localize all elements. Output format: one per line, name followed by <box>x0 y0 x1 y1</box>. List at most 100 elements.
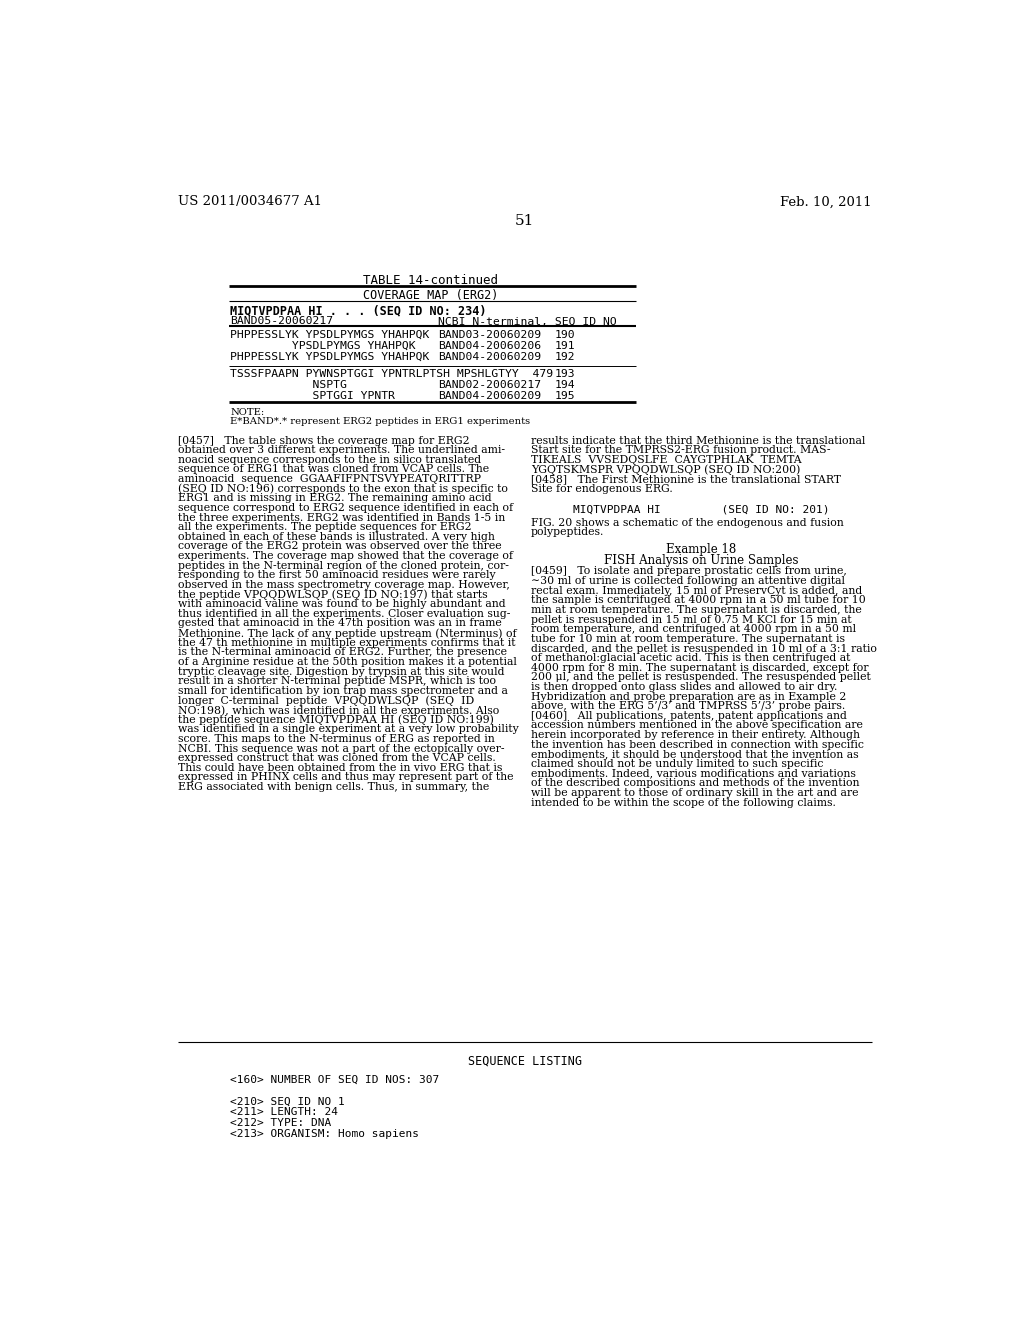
Text: the 47 th methionine in multiple experiments confirms that it: the 47 th methionine in multiple experim… <box>178 638 516 648</box>
Text: with aminoacid valine was found to be highly abundant and: with aminoacid valine was found to be hi… <box>178 599 506 610</box>
Text: This could have been obtained from the in vivo ERG that is: This could have been obtained from the i… <box>178 763 503 772</box>
Text: embodiments, it should be understood that the invention as: embodiments, it should be understood tha… <box>531 750 859 759</box>
Text: all the experiments. The peptide sequences for ERG2: all the experiments. The peptide sequenc… <box>178 523 472 532</box>
Text: FIG. 20 shows a schematic of the endogenous and fusion: FIG. 20 shows a schematic of the endogen… <box>531 517 844 528</box>
Text: discarded, and the pellet is resuspended in 10 ml of a 3:1 ratio: discarded, and the pellet is resuspended… <box>531 644 877 653</box>
Text: rectal exam. Immediately, 15 ml of PreservCyt is added, and: rectal exam. Immediately, 15 ml of Prese… <box>531 586 862 595</box>
Text: obtained in each of these bands is illustrated. A very high: obtained in each of these bands is illus… <box>178 532 496 541</box>
Text: of methanol:glacial acetic acid. This is then centrifuged at: of methanol:glacial acetic acid. This is… <box>531 653 850 663</box>
Text: 192: 192 <box>554 351 574 362</box>
Text: small for identification by ion trap mass spectrometer and a: small for identification by ion trap mas… <box>178 686 508 696</box>
Text: [0460]   All publications, patents, patent applications and: [0460] All publications, patents, patent… <box>531 711 847 721</box>
Text: <160> NUMBER OF SEQ ID NOS: 307: <160> NUMBER OF SEQ ID NOS: 307 <box>230 1074 439 1085</box>
Text: PHPPESSLYK YPSDLPYMGS YHAHPQK: PHPPESSLYK YPSDLPYMGS YHAHPQK <box>230 330 430 341</box>
Text: polypeptides.: polypeptides. <box>531 527 604 537</box>
Text: MIQTVPDPAA HI         (SEQ ID NO: 201): MIQTVPDPAA HI (SEQ ID NO: 201) <box>573 506 829 515</box>
Text: PHPPESSLYK YPSDLPYMGS YHAHPQK: PHPPESSLYK YPSDLPYMGS YHAHPQK <box>230 351 430 362</box>
Text: the invention has been described in connection with specific: the invention has been described in conn… <box>531 739 864 750</box>
Text: sequence correspond to ERG2 sequence identified in each of: sequence correspond to ERG2 sequence ide… <box>178 503 513 513</box>
Text: <211> LENGTH: 24: <211> LENGTH: 24 <box>230 1107 338 1117</box>
Text: Start site for the TMPRSS2-ERG fusion product. MAS-: Start site for the TMPRSS2-ERG fusion pr… <box>531 445 830 455</box>
Text: tryptic cleavage site. Digestion by trypsin at this site would: tryptic cleavage site. Digestion by tryp… <box>178 667 505 677</box>
Text: Site for endogenous ERG.: Site for endogenous ERG. <box>531 483 673 494</box>
Text: [0459]   To isolate and prepare prostatic cells from urine,: [0459] To isolate and prepare prostatic … <box>531 566 847 577</box>
Text: Methionine. The lack of any peptide upstream (Nterminus) of: Methionine. The lack of any peptide upst… <box>178 628 517 639</box>
Text: NCBI. This sequence was not a part of the ectopically over-: NCBI. This sequence was not a part of th… <box>178 743 505 754</box>
Text: noacid sequence corresponds to the in silico translated: noacid sequence corresponds to the in si… <box>178 455 481 465</box>
Text: 51: 51 <box>515 214 535 228</box>
Text: (SEQ ID NO:196) corresponds to the exon that is specific to: (SEQ ID NO:196) corresponds to the exon … <box>178 483 508 494</box>
Text: BAND02-20060217: BAND02-20060217 <box>438 380 541 391</box>
Text: claimed should not be unduly limited to such specific: claimed should not be unduly limited to … <box>531 759 823 770</box>
Text: MIQTVPDPAA HI . . . (SEQ ID NO: 234): MIQTVPDPAA HI . . . (SEQ ID NO: 234) <box>230 305 486 318</box>
Text: 194: 194 <box>554 380 574 391</box>
Text: E*BAND*.* represent ERG2 peptides in ERG1 experiments: E*BAND*.* represent ERG2 peptides in ERG… <box>230 417 530 426</box>
Text: NSPTG: NSPTG <box>230 380 347 391</box>
Text: obtained over 3 different experiments. The underlined ami-: obtained over 3 different experiments. T… <box>178 445 506 455</box>
Text: the sample is centrifuged at 4000 rpm in a 50 ml tube for 10: the sample is centrifuged at 4000 rpm in… <box>531 595 865 606</box>
Text: peptides in the N-terminal region of the cloned protein, cor-: peptides in the N-terminal region of the… <box>178 561 509 570</box>
Text: 191: 191 <box>554 341 574 351</box>
Text: score. This maps to the N-terminus of ERG as reported in: score. This maps to the N-terminus of ER… <box>178 734 496 744</box>
Text: 193: 193 <box>554 370 574 379</box>
Text: accession numbers mentioned in the above specification are: accession numbers mentioned in the above… <box>531 721 863 730</box>
Text: TABLE 14-continued: TABLE 14-continued <box>362 275 498 286</box>
Text: pellet is resuspended in 15 ml of 0.75 M KCl for 15 min at: pellet is resuspended in 15 ml of 0.75 M… <box>531 615 852 624</box>
Text: BAND04-20060209: BAND04-20060209 <box>438 391 541 401</box>
Text: BAND05-20060217: BAND05-20060217 <box>230 317 334 326</box>
Text: 200 μl, and the pellet is resuspended. The resuspended pellet: 200 μl, and the pellet is resuspended. T… <box>531 672 870 682</box>
Text: thus identified in all the experiments. Closer evaluation sug-: thus identified in all the experiments. … <box>178 609 511 619</box>
Text: observed in the mass spectrometry coverage map. However,: observed in the mass spectrometry covera… <box>178 579 510 590</box>
Text: <212> TYPE: DNA: <212> TYPE: DNA <box>230 1118 332 1127</box>
Text: longer  C-terminal  peptide  VPQQDWLSQP  (SEQ  ID: longer C-terminal peptide VPQQDWLSQP (SE… <box>178 696 475 706</box>
Text: 195: 195 <box>554 391 574 401</box>
Text: TSSSFPAAPN PYWNSPTGGI YPNTRLPTSH MPSHLGTYY  479: TSSSFPAAPN PYWNSPTGGI YPNTRLPTSH MPSHLGT… <box>230 370 553 379</box>
Text: tube for 10 min at room temperature. The supernatant is: tube for 10 min at room temperature. The… <box>531 634 845 644</box>
Text: sequence of ERG1 that was cloned from VCAP cells. The: sequence of ERG1 that was cloned from VC… <box>178 465 489 474</box>
Text: BAND04-20060206: BAND04-20060206 <box>438 341 541 351</box>
Text: [0458]   The First Methionine is the translational START: [0458] The First Methionine is the trans… <box>531 474 841 484</box>
Text: BAND04-20060209: BAND04-20060209 <box>438 351 541 362</box>
Text: ERG1 and is missing in ERG2. The remaining amino acid: ERG1 and is missing in ERG2. The remaini… <box>178 494 492 503</box>
Text: SEQUENCE LISTING: SEQUENCE LISTING <box>468 1055 582 1068</box>
Text: will be apparent to those of ordinary skill in the art and are: will be apparent to those of ordinary sk… <box>531 788 858 797</box>
Text: result in a shorter N-terminal peptide MSPR, which is too: result in a shorter N-terminal peptide M… <box>178 676 497 686</box>
Text: ERG associated with benign cells. Thus, in summary, the: ERG associated with benign cells. Thus, … <box>178 781 489 792</box>
Text: the peptide VPQQDWLSQP (SEQ ID NO:197) that starts: the peptide VPQQDWLSQP (SEQ ID NO:197) t… <box>178 590 488 601</box>
Text: <210> SEQ ID NO 1: <210> SEQ ID NO 1 <box>230 1096 345 1106</box>
Text: responding to the first 50 aminoacid residues were rarely: responding to the first 50 aminoacid res… <box>178 570 496 581</box>
Text: experiments. The coverage map showed that the coverage of: experiments. The coverage map showed tha… <box>178 552 513 561</box>
Text: results indicate that the third Methionine is the translational: results indicate that the third Methioni… <box>531 436 865 446</box>
Text: Feb. 10, 2011: Feb. 10, 2011 <box>780 195 872 209</box>
Text: gested that aminoacid in the 47th position was an in frame: gested that aminoacid in the 47th positi… <box>178 619 502 628</box>
Text: herein incorporated by reference in their entirety. Although: herein incorporated by reference in thei… <box>531 730 860 741</box>
Text: YGQTSKMSPR VPQQDWLSQP (SEQ ID NO:200): YGQTSKMSPR VPQQDWLSQP (SEQ ID NO:200) <box>531 465 801 475</box>
Text: intended to be within the scope of the following claims.: intended to be within the scope of the f… <box>531 797 836 808</box>
Text: FISH Analysis on Urine Samples: FISH Analysis on Urine Samples <box>604 554 799 566</box>
Text: <213> ORGANISM: Homo sapiens: <213> ORGANISM: Homo sapiens <box>230 1129 419 1139</box>
Text: aminoacid  sequence  GGAAFIFPNTSVYPEATQRITTRP: aminoacid sequence GGAAFIFPNTSVYPEATQRIT… <box>178 474 481 484</box>
Text: 190: 190 <box>554 330 574 341</box>
Text: expressed in PHINX cells and thus may represent part of the: expressed in PHINX cells and thus may re… <box>178 772 514 783</box>
Text: NCBI N-terminal, SEQ ID NO: NCBI N-terminal, SEQ ID NO <box>438 317 616 326</box>
Text: YPSDLPYMGS YHAHPQK: YPSDLPYMGS YHAHPQK <box>230 341 416 351</box>
Text: the three experiments. ERG2 was identified in Bands 1-5 in: the three experiments. ERG2 was identifi… <box>178 512 506 523</box>
Text: of the described compositions and methods of the invention: of the described compositions and method… <box>531 779 859 788</box>
Text: was identified in a single experiment at a very low probability: was identified in a single experiment at… <box>178 725 519 734</box>
Text: of a Arginine residue at the 50th position makes it a potential: of a Arginine residue at the 50th positi… <box>178 657 517 667</box>
Text: Hybridization and probe preparation are as in Example 2: Hybridization and probe preparation are … <box>531 692 847 702</box>
Text: NOTE:: NOTE: <box>230 408 264 417</box>
Text: the peptide sequence MIQTVPDPAA HI (SEQ ID NO:199): the peptide sequence MIQTVPDPAA HI (SEQ … <box>178 714 495 725</box>
Text: COVERAGE MAP (ERG2): COVERAGE MAP (ERG2) <box>362 289 498 302</box>
Text: BAND03-20060209: BAND03-20060209 <box>438 330 541 341</box>
Text: 4000 rpm for 8 min. The supernatant is discarded, except for: 4000 rpm for 8 min. The supernatant is d… <box>531 663 868 673</box>
Text: embodiments. Indeed, various modifications and variations: embodiments. Indeed, various modificatio… <box>531 768 856 779</box>
Text: coverage of the ERG2 protein was observed over the three: coverage of the ERG2 protein was observe… <box>178 541 502 552</box>
Text: is then dropped onto glass slides and allowed to air dry.: is then dropped onto glass slides and al… <box>531 682 838 692</box>
Text: min at room temperature. The supernatant is discarded, the: min at room temperature. The supernatant… <box>531 605 862 615</box>
Text: room temperature, and centrifuged at 4000 rpm in a 50 ml: room temperature, and centrifuged at 400… <box>531 624 856 634</box>
Text: above, with the ERG 5’/3’ and TMPRSS 5’/3’ probe pairs.: above, with the ERG 5’/3’ and TMPRSS 5’/… <box>531 701 845 711</box>
Text: [0457]   The table shows the coverage map for ERG2: [0457] The table shows the coverage map … <box>178 436 470 446</box>
Text: is the N-terminal aminoacid of ERG2. Further, the presence: is the N-terminal aminoacid of ERG2. Fur… <box>178 647 507 657</box>
Text: ∼30 ml of urine is collected following an attentive digital: ∼30 ml of urine is collected following a… <box>531 576 845 586</box>
